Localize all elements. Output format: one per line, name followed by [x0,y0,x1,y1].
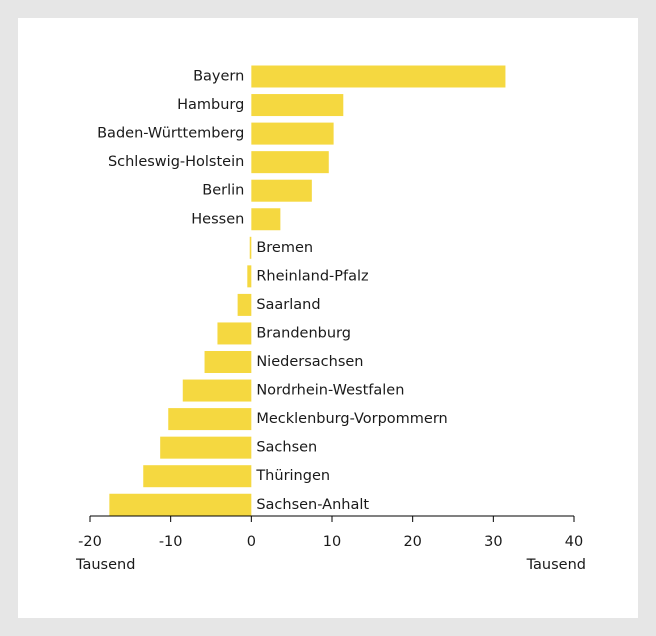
x-tick-label: 40 [565,534,583,550]
category-label: Baden-Württemberg [97,126,244,142]
x-tick-label: 30 [484,534,502,550]
bar-nordrhein-westfalen [182,379,252,402]
category-label: Sachsen [256,440,317,456]
category-label: Thüringen [255,468,330,484]
category-labels-layer: Bayern Hamburg Baden-Württemberg Schleswig-… [97,69,448,513]
x-tick-label: -20 [78,534,102,550]
category-label: Hessen [191,211,244,227]
unit-label-right: Tausend [526,557,586,573]
category-label: Niedersachsen [256,354,363,370]
bar-brandenburg [217,322,252,345]
category-label: Berlin [202,183,244,199]
category-label: Nordrhein-Westfalen [256,383,404,399]
x-tick-label: 0 [247,534,256,550]
bar-schleswig-holstein [251,151,329,174]
bar-mecklenburg-vorpommern [168,408,252,431]
category-label: Bayern [193,69,244,85]
bar-bayern [251,65,506,88]
category-label: Rheinland-Pfalz [256,268,368,284]
bar-chart: Bayern Hamburg Baden-Württemberg Schleswig-… [75,65,586,573]
category-label: Bremen [256,240,313,256]
x-ticks-layer: -20 -10 0 10 20 30 40 [78,516,583,550]
category-label: Brandenburg [256,325,351,341]
bars-layer [109,65,506,516]
bar-niedersachsen [204,351,252,373]
bar-hamburg [251,94,344,117]
category-label: Sachsen-Anhalt [256,497,369,513]
bar-thüringen [143,465,252,488]
bar-berlin [251,179,312,202]
bar-saarland [237,293,252,316]
x-tick-label: 20 [403,534,421,550]
category-label: Schleswig-Holstein [108,154,244,170]
category-label: Hamburg [177,97,244,113]
category-label: Saarland [256,297,320,313]
bar-rheinland-pfalz [247,265,252,288]
bar-sachsen [160,436,252,459]
bar-bremen [249,236,252,259]
chart-frame: Bayern Hamburg Baden-Württemberg Schleswig-… [18,18,638,618]
unit-label-left: Tausend [75,557,135,573]
x-tick-label: -10 [159,534,183,550]
x-tick-label: 10 [323,534,341,550]
bar-baden-württemberg [251,122,334,145]
bar-hessen [251,208,281,231]
bar-sachsen-anhalt [109,493,252,516]
category-label: Mecklenburg-Vorpommern [256,411,447,427]
